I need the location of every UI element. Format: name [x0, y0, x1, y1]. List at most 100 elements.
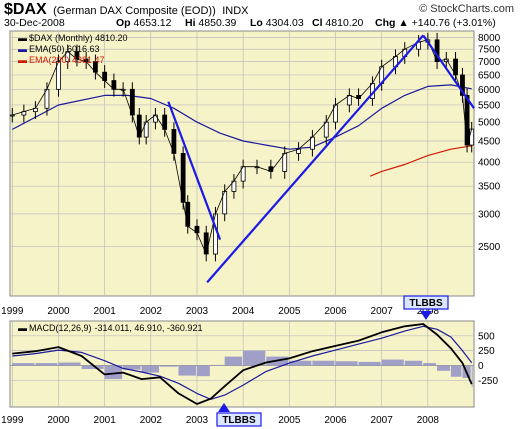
macd-histogram-bar: [423, 363, 437, 366]
x-tick-label: 2005: [278, 415, 301, 426]
legend-ema200: ▬ EMA(200) 4381.47: [18, 55, 105, 65]
macd-y-tick: 250: [478, 346, 495, 357]
high-value: 4850.39: [198, 17, 237, 29]
trendline: [422, 34, 475, 109]
macd-histogram-bar: [196, 365, 210, 377]
price-y-tick: 4500: [478, 137, 501, 148]
legend-series: ▬ $DAX (Monthly) 4810.20: [18, 33, 128, 43]
x-tick-label: 2008: [417, 415, 440, 426]
low-label: Lo: [250, 17, 263, 29]
x-tick-label: 2001: [94, 306, 117, 317]
price-y-tick: 5500: [478, 100, 501, 111]
price-bar: [310, 136, 315, 150]
x-tick-label: 1999: [1, 415, 24, 426]
macd-y-axis: -250 0 250 500: [478, 331, 498, 386]
macd-histogram-bar: [210, 364, 224, 366]
macd-legend: ▬ MACD(12,26,9) -314.011, 46.910, -360.921: [18, 323, 202, 333]
macd-histogram-bar: [12, 363, 35, 366]
macd-histogram-bar: [437, 365, 450, 371]
macd-histogram-bar: [471, 365, 473, 387]
price-y-tick: 5000: [478, 118, 501, 129]
x-tick-label: 2003: [186, 306, 209, 317]
symbol-description: (German DAX Composite (EOD)): [53, 5, 216, 17]
legend-ema50: ▬ EMA(50) 6016.63: [18, 44, 100, 54]
x-tick-label: 2002: [140, 306, 163, 317]
tlbbs-top-callout: TLBBS: [403, 295, 449, 320]
x-tick-label: 2003: [186, 415, 209, 426]
price-y-tick: 3500: [478, 182, 501, 193]
quote-date: 30-Dec-2008: [4, 17, 65, 29]
price-bar: [9, 114, 15, 117]
macd-histogram-bar: [81, 365, 104, 370]
chart-title: $DAX (German DAX Composite (EOD)) INDX: [4, 1, 248, 19]
macd-histogram-bar: [450, 365, 462, 377]
x-tick-label: 1999: [1, 306, 24, 317]
price-y-tick: 4000: [478, 158, 501, 169]
macd-histogram-bar: [123, 365, 141, 370]
tlbbs-bottom-callout: TLBBS: [216, 403, 262, 427]
macd-y-tick: 500: [478, 331, 495, 342]
tlbbs-bottom-arrow-icon: [218, 403, 230, 412]
price-bar: [185, 201, 191, 227]
macd-histogram-bar: [35, 363, 58, 366]
macd-signal-line: [12, 325, 473, 400]
x-tick-label: 2006: [324, 306, 347, 317]
price-y-tick: 7500: [478, 45, 501, 56]
macd-histogram-bar: [58, 362, 81, 366]
x-tick-label: 2007: [371, 306, 394, 317]
macd-histogram-bar: [160, 365, 178, 367]
x-tick-label: 2002: [140, 415, 163, 426]
macd-y-tick: -250: [478, 376, 498, 387]
tlbbs-bottom-label: TLBBS: [222, 415, 256, 426]
x-tick-label: 2006: [324, 415, 347, 426]
tlbbs-top-label: TLBBS: [409, 298, 443, 309]
price-bar: [282, 153, 288, 172]
macd-histogram-bar: [141, 365, 160, 373]
change-label: Chg: [375, 17, 396, 29]
low-value: 4304.03: [265, 17, 304, 29]
ema50-line: [12, 84, 472, 150]
price-series-layer: [9, 32, 475, 284]
price-y-tick: 2500: [478, 242, 501, 253]
price-line: [12, 39, 473, 255]
price-y-tick: 8000: [478, 33, 501, 44]
macd-histogram-bar: [335, 361, 358, 366]
macd-histogram-bar: [312, 360, 335, 366]
x-tick-label: 2005: [278, 306, 301, 317]
price-x-axis: 1999200020012002200320042005200620072008: [1, 306, 439, 317]
macd-histogram-bar: [178, 365, 196, 376]
exchange: INDX: [222, 5, 249, 17]
price-bar: [469, 128, 475, 146]
macd-histogram-bar: [381, 359, 404, 366]
price-y-tick: 3000: [478, 209, 501, 220]
price-bar: [346, 95, 352, 106]
tlbbs-top-arrow-icon: [420, 311, 432, 320]
symbol: $DAX: [4, 1, 47, 18]
x-tick-label: 2004: [232, 306, 255, 317]
x-tick-label: 2007: [371, 415, 394, 426]
macd-y-tick: 0: [478, 361, 484, 372]
open-label: Op: [116, 17, 131, 29]
price-bar: [464, 95, 470, 146]
macd-line: [12, 323, 473, 405]
x-tick-label: 2000: [47, 415, 70, 426]
x-tick-label: 2000: [47, 306, 70, 317]
macd-histogram-bar: [104, 365, 123, 380]
x-tick-label: 2001: [94, 415, 117, 426]
price-y-tick: 7000: [478, 57, 501, 68]
high-label: Hi: [185, 17, 196, 29]
trendline: [167, 101, 222, 241]
macd-histogram-bar: [224, 356, 243, 366]
copyright: © StockCharts.com: [419, 3, 514, 15]
open-value: 4653.12: [133, 17, 172, 29]
close-value: 4810.20: [325, 17, 364, 29]
price-y-tick: 6000: [478, 85, 501, 96]
price-grid: [10, 31, 474, 296]
price-y-axis: 2500 3000 3500 4000 4500 5000 5500 6000 6500 7000…: [478, 33, 501, 253]
macd-histogram-bar: [358, 361, 381, 366]
price-y-tick: 6500: [478, 70, 501, 81]
macd-histogram-bar: [289, 360, 312, 366]
close-label: Cl: [312, 17, 323, 29]
trendline: [206, 34, 425, 284]
